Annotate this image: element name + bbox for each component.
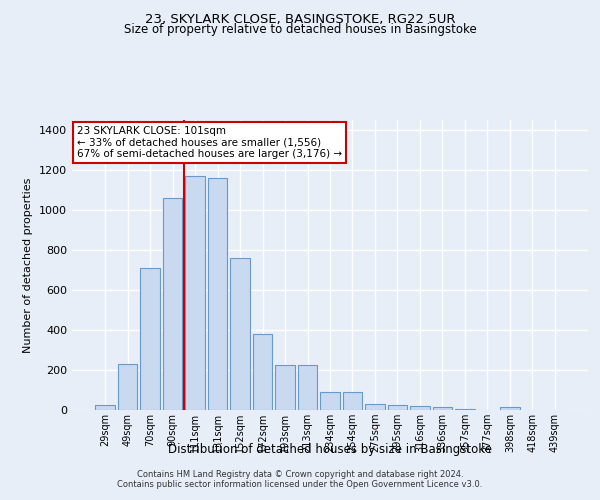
- Bar: [275, 365, 295, 410]
- Bar: [95, 405, 115, 410]
- Bar: [253, 334, 272, 410]
- Bar: [163, 198, 182, 410]
- Bar: [118, 364, 137, 410]
- Bar: [388, 405, 407, 410]
- Bar: [500, 407, 520, 410]
- Bar: [185, 176, 205, 410]
- Y-axis label: Number of detached properties: Number of detached properties: [23, 178, 34, 352]
- Text: Size of property relative to detached houses in Basingstoke: Size of property relative to detached ho…: [124, 22, 476, 36]
- Bar: [208, 178, 227, 410]
- Text: 23, SKYLARK CLOSE, BASINGSTOKE, RG22 5UR: 23, SKYLARK CLOSE, BASINGSTOKE, RG22 5UR: [145, 12, 455, 26]
- Bar: [410, 406, 430, 410]
- Bar: [230, 258, 250, 410]
- Bar: [320, 392, 340, 410]
- Text: Distribution of detached houses by size in Basingstoke: Distribution of detached houses by size …: [168, 444, 492, 456]
- Text: Contains HM Land Registry data © Crown copyright and database right 2024.: Contains HM Land Registry data © Crown c…: [137, 470, 463, 479]
- Text: Contains public sector information licensed under the Open Government Licence v3: Contains public sector information licen…: [118, 480, 482, 489]
- Text: 23 SKYLARK CLOSE: 101sqm
← 33% of detached houses are smaller (1,556)
67% of sem: 23 SKYLARK CLOSE: 101sqm ← 33% of detach…: [77, 126, 342, 159]
- Bar: [455, 409, 475, 410]
- Bar: [433, 407, 452, 410]
- Bar: [140, 268, 160, 410]
- Bar: [343, 392, 362, 410]
- Bar: [298, 365, 317, 410]
- Bar: [365, 404, 385, 410]
